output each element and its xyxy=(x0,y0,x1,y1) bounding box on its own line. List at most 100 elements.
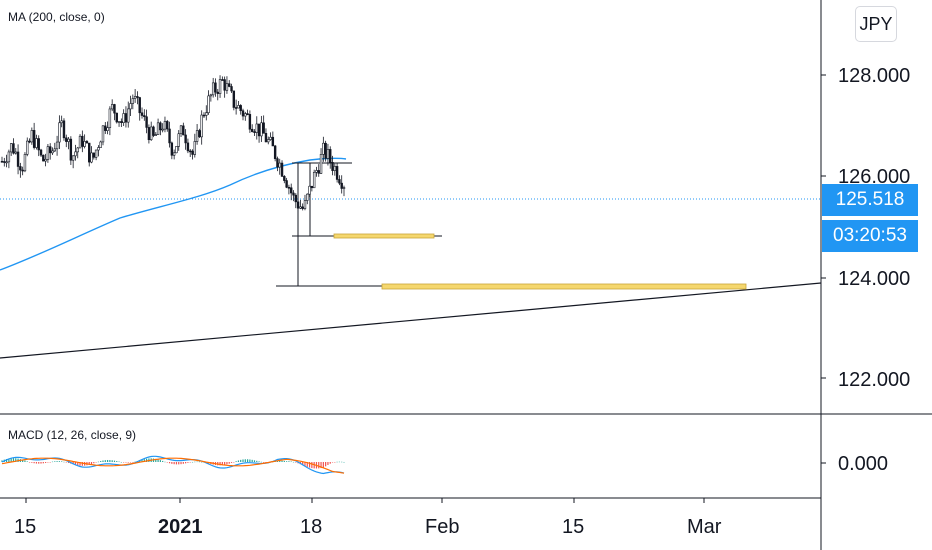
macd-histogram-bar xyxy=(12,458,15,462)
macd-histogram-bar xyxy=(22,459,24,462)
candle-body xyxy=(198,130,201,138)
candle-body xyxy=(16,151,20,167)
candle-body xyxy=(186,142,190,152)
candle-body xyxy=(257,123,261,137)
target-zone[interactable] xyxy=(381,283,747,290)
candle-body xyxy=(306,193,309,201)
macd-histogram-bar xyxy=(166,462,168,463)
candle-body xyxy=(65,137,68,142)
candle-body xyxy=(168,128,171,144)
macd-histogram-bar xyxy=(61,461,63,462)
candle-body xyxy=(248,114,252,130)
candle-body xyxy=(154,134,157,136)
macd-histogram-bar xyxy=(253,460,256,462)
trendline[interactable] xyxy=(0,282,822,359)
price-tick-label: 122.000 xyxy=(838,369,910,391)
macd-histogram-bar xyxy=(327,462,329,465)
macd-indicator-label[interactable]: MACD (12, 26, close, 9) xyxy=(8,428,137,442)
macd-histogram-bar xyxy=(198,461,200,463)
candle-body xyxy=(225,83,229,91)
candle-body xyxy=(292,192,295,196)
macd-histogram-bar xyxy=(67,462,70,463)
candle-body xyxy=(138,97,141,114)
candle-body xyxy=(234,107,238,109)
macd-histogram-bar xyxy=(81,462,83,466)
candle-body xyxy=(108,108,112,128)
time-tick-label: 15 xyxy=(562,516,584,538)
candle-body xyxy=(92,152,96,158)
macd-histogram-bar xyxy=(159,460,161,462)
candle-body xyxy=(273,145,277,159)
macd-pane xyxy=(1,455,345,475)
candle-body xyxy=(83,141,86,147)
candle-body xyxy=(133,96,137,99)
candle-body xyxy=(101,125,105,143)
candle-body xyxy=(232,90,236,108)
candle-body xyxy=(322,142,325,155)
macd-histogram-bar xyxy=(79,462,81,466)
macd-histogram-bar xyxy=(168,462,171,464)
candle-body xyxy=(55,141,59,150)
macd-histogram-bar xyxy=(132,462,134,463)
macd-histogram-bar xyxy=(279,460,281,462)
currency-button[interactable]: JPY xyxy=(855,6,897,42)
candle-body xyxy=(184,134,187,144)
candle-body xyxy=(37,138,40,151)
candle-body xyxy=(94,149,98,158)
candle-body xyxy=(331,162,334,171)
macd-histogram-bar xyxy=(265,462,267,463)
candle-body xyxy=(205,112,208,116)
macd-histogram-bar xyxy=(129,462,132,463)
candle-body xyxy=(250,128,254,132)
macd-histogram-bar xyxy=(180,462,182,465)
candle-body xyxy=(294,194,297,203)
macd-histogram-bar xyxy=(95,462,97,463)
macd-histogram-bar xyxy=(325,462,327,467)
candle-body xyxy=(104,125,107,131)
macd-histogram-bar xyxy=(290,461,292,462)
candle-body xyxy=(216,91,219,94)
candle-body xyxy=(19,166,22,171)
macd-histogram-bar xyxy=(182,462,184,464)
ma-indicator-label[interactable]: MA (200, close, 0) xyxy=(8,10,105,24)
candle-body xyxy=(340,182,343,189)
candle-body xyxy=(214,82,217,93)
macd-histogram-bar xyxy=(292,461,295,463)
macd-histogram-bar xyxy=(8,458,10,462)
macd-histogram-bar xyxy=(334,462,336,463)
macd-histogram-bar xyxy=(162,460,164,462)
macd-line xyxy=(1,455,345,475)
candle-body xyxy=(26,140,29,155)
candle-body xyxy=(35,138,38,148)
macd-histogram-bar xyxy=(35,462,38,464)
measure-bracket[interactable] xyxy=(276,162,442,287)
macd-histogram-bar xyxy=(146,458,148,462)
macd-histogram-bar xyxy=(338,461,341,463)
candle-body xyxy=(90,152,93,163)
macd-histogram-bar xyxy=(191,461,194,463)
macd-histogram-bar xyxy=(288,461,290,462)
candle-body xyxy=(179,125,183,135)
candle-body xyxy=(317,170,320,174)
macd-histogram-bar xyxy=(65,462,67,463)
candle-body xyxy=(172,152,176,156)
candle-body xyxy=(237,105,240,109)
price-tick-label: 126.000 xyxy=(838,166,910,188)
candle-body xyxy=(156,122,160,135)
macd-histogram-bar xyxy=(102,460,104,462)
candle-body xyxy=(97,147,100,151)
candle-body xyxy=(143,115,146,118)
macd-histogram-bar xyxy=(104,460,106,462)
macd-histogram-bar xyxy=(226,462,228,465)
target-zone[interactable] xyxy=(333,233,435,239)
bar-countdown-tag: 03:20:53 xyxy=(822,220,918,252)
candle-body xyxy=(299,206,302,209)
macd-histogram-bar xyxy=(5,458,8,462)
candle-body xyxy=(9,143,13,153)
candle-body xyxy=(161,128,164,131)
candle-body xyxy=(120,121,123,123)
macd-tick-label: 0.000 xyxy=(838,453,888,475)
candle-body xyxy=(117,121,121,123)
macd-histogram-bar xyxy=(302,462,304,466)
